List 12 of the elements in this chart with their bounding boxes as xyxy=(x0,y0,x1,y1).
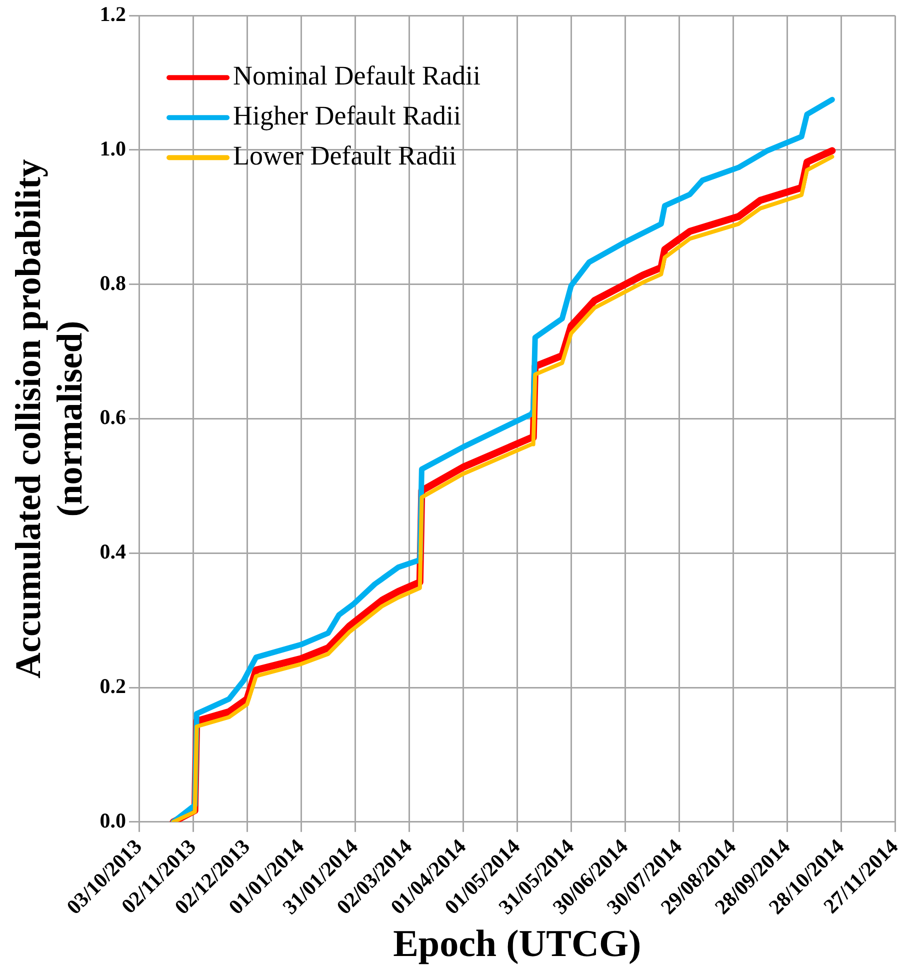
legend-label: Nominal Default Radii xyxy=(233,60,481,91)
y-tick-label: 0.8 xyxy=(100,270,126,295)
y-tick-label: 0.6 xyxy=(100,405,126,430)
y-tick-label: 0.2 xyxy=(100,674,126,698)
x-axis-title: Epoch (UTCG) xyxy=(393,923,642,966)
y-tick-label: 0.0 xyxy=(100,808,126,832)
y-tick-label: 1.2 xyxy=(100,2,126,26)
y-tick-label: 0.4 xyxy=(100,540,127,564)
y-tick-label: 1.0 xyxy=(100,136,126,160)
legend-label: Higher Default Radii xyxy=(233,100,461,131)
legend-label: Lower Default Radii xyxy=(233,140,456,171)
y-axis-title: Accumulated collision probability (normalised) xyxy=(8,159,90,678)
